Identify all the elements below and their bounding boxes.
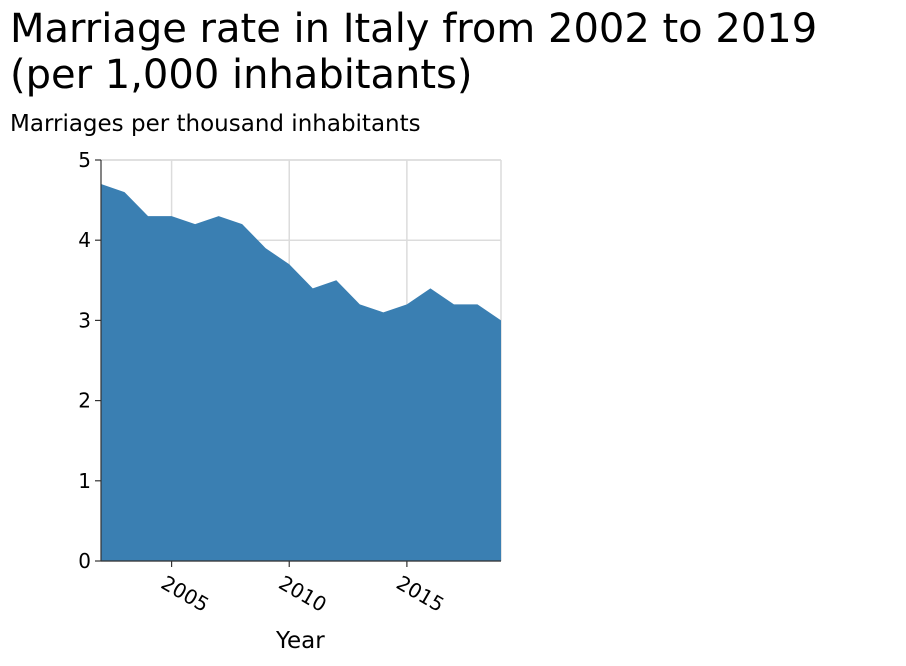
y-tick-label: 3	[78, 308, 91, 332]
data-point-2015	[405, 302, 409, 306]
data-point-2013	[358, 302, 362, 306]
data-point-2004	[146, 214, 150, 218]
y-tick-label: 4	[78, 228, 91, 252]
data-point-2012	[334, 278, 338, 282]
chart-title-line-1: Marriage rate in Italy from 2002 to 2019	[10, 6, 818, 52]
data-point-2014	[381, 310, 385, 314]
data-point-2016	[428, 286, 432, 290]
x-axis-label: Year	[276, 628, 325, 654]
area-series-0	[101, 184, 501, 561]
data-point-2008	[240, 222, 244, 226]
data-point-2018	[475, 302, 479, 306]
y-tick-label: 2	[78, 389, 91, 413]
data-point-2017	[452, 302, 456, 306]
data-point-2009	[264, 246, 268, 250]
y-axis-label: Marriages per thousand inhabitants	[10, 111, 421, 137]
x-tick-label: 2010	[275, 571, 331, 617]
chart-title: Marriage rate in Italy from 2002 to 2019…	[10, 6, 900, 98]
data-point-2005	[170, 214, 174, 218]
data-point-2006	[193, 222, 197, 226]
y-tick-label: 5	[78, 148, 91, 172]
y-tick-label: 0	[78, 549, 91, 573]
x-tick-label: 2005	[157, 571, 213, 617]
chart-title-line-2: (per 1,000 inhabitants)	[10, 52, 473, 98]
y-tick-label: 1	[78, 469, 91, 493]
data-point-2007	[217, 214, 221, 218]
data-point-2003	[123, 190, 127, 194]
data-point-2011	[311, 286, 315, 290]
x-tick-label: 2015	[392, 571, 448, 617]
data-point-2010	[287, 262, 291, 266]
data-series	[101, 184, 503, 561]
data-point-2019	[499, 318, 503, 322]
